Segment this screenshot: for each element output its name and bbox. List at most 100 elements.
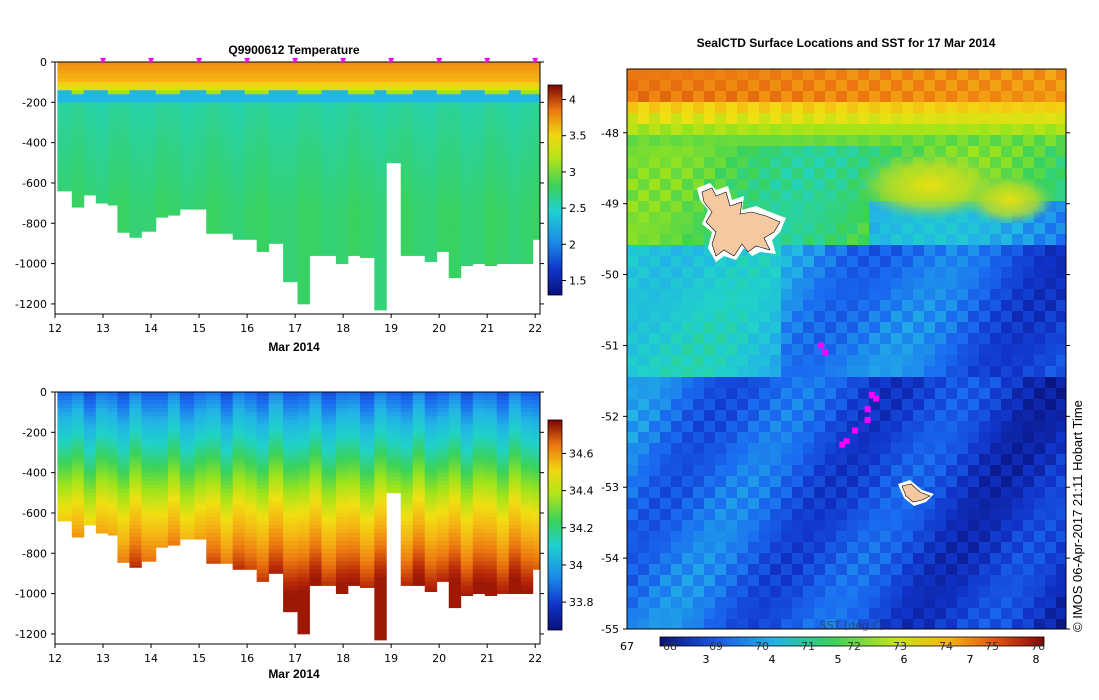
profile-cell <box>508 211 522 216</box>
sst-cell <box>825 135 837 147</box>
profile-cell <box>297 512 310 518</box>
profile-cell <box>496 521 510 526</box>
profile-cell <box>359 557 375 562</box>
profile-cell <box>71 420 85 425</box>
sst-cell <box>803 113 815 125</box>
profile-cell <box>412 219 426 224</box>
sst-cell <box>814 179 826 191</box>
profile-cell <box>460 444 474 449</box>
sst-cell <box>913 135 925 147</box>
sst-cell <box>649 179 661 191</box>
profile-cell <box>484 444 498 449</box>
profile-cell <box>194 496 207 502</box>
profile-cell <box>412 247 426 252</box>
profile-cell <box>179 186 195 192</box>
profile-cell <box>424 525 438 530</box>
profile-cell <box>484 263 498 267</box>
profile-cell <box>436 70 450 75</box>
sst-cell <box>671 333 683 345</box>
sst-cell <box>660 91 672 103</box>
profile-cell <box>347 182 361 188</box>
sst-cell <box>1034 124 1046 136</box>
profile-cell <box>268 472 284 478</box>
profile-cell <box>472 106 486 111</box>
profile-cell <box>460 480 474 486</box>
sst-cell <box>759 69 771 81</box>
profile-cell <box>194 416 207 421</box>
profile-cell <box>496 557 510 562</box>
profile-cell <box>347 549 361 554</box>
profile-cell <box>117 420 130 425</box>
profile-column <box>386 62 402 164</box>
profile-cell <box>57 134 73 140</box>
profile-cell <box>484 468 498 474</box>
sst-cell <box>770 366 782 378</box>
profile-cell <box>95 472 109 478</box>
profile-cell <box>194 444 207 449</box>
profile-cell <box>532 235 541 240</box>
profile-cell <box>256 239 270 244</box>
profile-cell <box>359 440 375 445</box>
profile-cell <box>508 452 522 457</box>
sst-cell <box>869 113 881 125</box>
sst-cell <box>682 102 694 114</box>
sst-cell <box>638 113 650 125</box>
sst-cell <box>748 201 760 213</box>
sst-cell <box>671 311 683 323</box>
temperature-colorbar <box>547 84 563 296</box>
sst-cell <box>638 102 650 114</box>
profile-cell <box>448 565 462 570</box>
profile-cell <box>460 215 474 220</box>
profile-cell <box>283 279 298 283</box>
profile-cell <box>508 412 522 417</box>
sst-cell <box>671 388 683 400</box>
profile-cell <box>359 412 375 417</box>
profile-cell <box>155 452 169 457</box>
sst-cell <box>737 278 749 290</box>
profile-cell <box>496 508 510 514</box>
sst-cell <box>627 410 639 422</box>
sst-cell <box>704 344 716 356</box>
profile-cell <box>472 577 486 582</box>
profile-cell <box>436 215 450 220</box>
y-tick-label: -1200 <box>15 628 47 641</box>
profile-column <box>508 392 522 594</box>
profile-cell <box>374 166 387 172</box>
sst-cell <box>737 190 749 202</box>
profile-cell <box>436 577 450 582</box>
profile-cell <box>460 142 474 148</box>
x-tick-label: 22 <box>528 322 542 335</box>
profile-cell <box>117 106 130 111</box>
sst-cell <box>660 80 672 92</box>
profile-cell <box>297 589 310 594</box>
profile-cell <box>460 78 474 83</box>
profile-cell <box>167 110 181 115</box>
sst-cell <box>748 190 760 202</box>
profile-cell <box>400 456 414 461</box>
profile-cell <box>95 420 109 425</box>
sst-cell <box>847 333 859 345</box>
sst-cell <box>1056 135 1067 147</box>
profile-cell <box>297 66 310 71</box>
sst-cell <box>957 377 969 389</box>
profile-cell <box>83 62 97 67</box>
profile-cell <box>297 500 310 506</box>
profile-cell <box>83 162 97 168</box>
profile-column <box>256 62 270 252</box>
profile-cell <box>496 211 510 216</box>
sst-cell <box>814 278 826 290</box>
profile-cell <box>117 428 130 433</box>
sst-cell <box>869 355 881 367</box>
profile-cell <box>256 227 270 232</box>
x-tick-label: 15 <box>192 652 206 665</box>
sst-cell <box>792 113 804 125</box>
profile-cell <box>283 529 298 534</box>
sst-cell <box>946 377 958 389</box>
profile-cell <box>83 178 97 184</box>
sst-cell <box>968 245 980 257</box>
profile-cell <box>155 408 169 413</box>
profile-cell <box>359 122 375 127</box>
sst-cell <box>979 278 991 290</box>
profile-cell <box>484 223 498 228</box>
profile-cell <box>532 488 541 494</box>
